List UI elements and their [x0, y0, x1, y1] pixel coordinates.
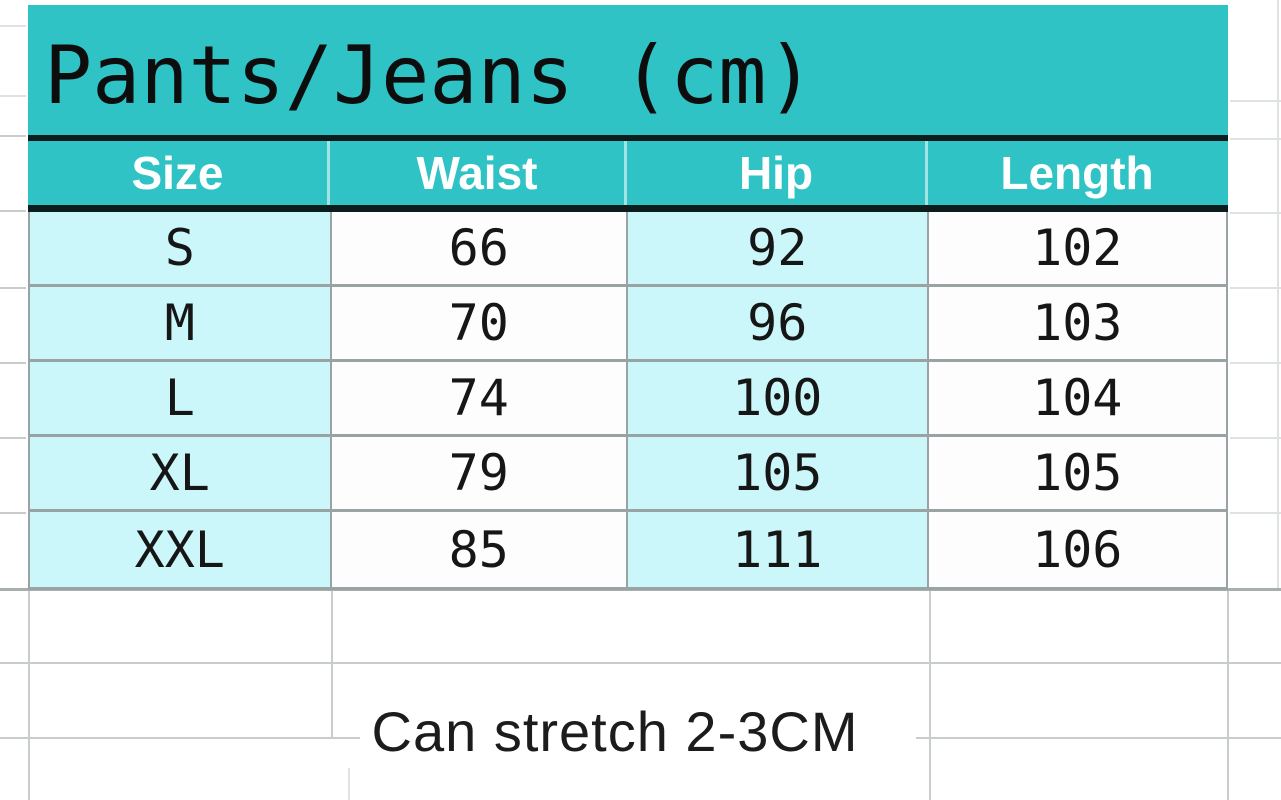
size-table: S 66 92 102 M 70 96 103 L 74 100 104 XL …: [28, 212, 1228, 590]
cell-size: L: [30, 362, 332, 434]
gridline: [0, 437, 26, 439]
gridline: [0, 135, 26, 137]
table-row: L 74 100 104: [30, 362, 1226, 437]
gridline: [1227, 591, 1229, 800]
stretch-note: Can stretch 2-3CM: [371, 699, 859, 763]
gridline: [1230, 362, 1281, 364]
gridline: [28, 591, 30, 800]
table-row: S 66 92 102: [30, 212, 1226, 287]
cell-size: XXL: [30, 512, 332, 587]
gridline: [0, 362, 26, 364]
header-waist: Waist: [330, 141, 627, 205]
gridline: [1230, 212, 1281, 214]
cell-length: 103: [928, 287, 1226, 359]
gridline: [0, 287, 26, 289]
gridline: [1277, 0, 1279, 588]
cell-waist: 85: [331, 512, 628, 587]
cell-waist: 74: [331, 362, 628, 434]
cell-waist: 66: [331, 212, 628, 284]
header-hip: Hip: [627, 141, 928, 205]
gridline: [0, 512, 26, 514]
cell-hip: 100: [628, 362, 929, 434]
cell-size: XL: [30, 437, 332, 509]
gridline: [0, 662, 1281, 664]
cell-length: 105: [928, 437, 1226, 509]
cell-hip: 92: [628, 212, 929, 284]
gridline: [1230, 100, 1281, 102]
cell-hip: 96: [628, 287, 929, 359]
cell-size: S: [30, 212, 332, 284]
table-row: XL 79 105 105: [30, 437, 1226, 512]
cell-waist: 79: [331, 437, 628, 509]
cell-hip: 111: [628, 512, 929, 587]
gridline: [1230, 138, 1281, 140]
cell-size: M: [30, 287, 332, 359]
gridline: [348, 768, 350, 800]
title-banner: Pants/Jeans (cm): [28, 5, 1228, 135]
gridline: [1230, 512, 1281, 514]
gridline: [0, 95, 26, 97]
gridline: [929, 591, 931, 800]
gridline: [1230, 437, 1281, 439]
cell-waist: 70: [331, 287, 628, 359]
cell-length: 106: [928, 512, 1226, 587]
gridline: [1230, 287, 1281, 289]
note-background: [360, 690, 916, 772]
cell-length: 102: [928, 212, 1226, 284]
gridline: [331, 591, 333, 739]
table-header-row: Size Waist Hip Length: [28, 141, 1228, 205]
header-bottom-border: [28, 205, 1228, 212]
gridline: [0, 25, 26, 27]
chart-title: Pants/Jeans (cm): [44, 28, 815, 122]
table-row: M 70 96 103: [30, 287, 1226, 362]
gridline: [0, 210, 26, 212]
cell-hip: 105: [628, 437, 929, 509]
table-row: XXL 85 111 106: [30, 512, 1226, 587]
header-length: Length: [1000, 147, 1154, 199]
header-size: Size: [28, 141, 330, 205]
header-top-border: [28, 135, 1228, 141]
cell-length: 104: [928, 362, 1226, 434]
